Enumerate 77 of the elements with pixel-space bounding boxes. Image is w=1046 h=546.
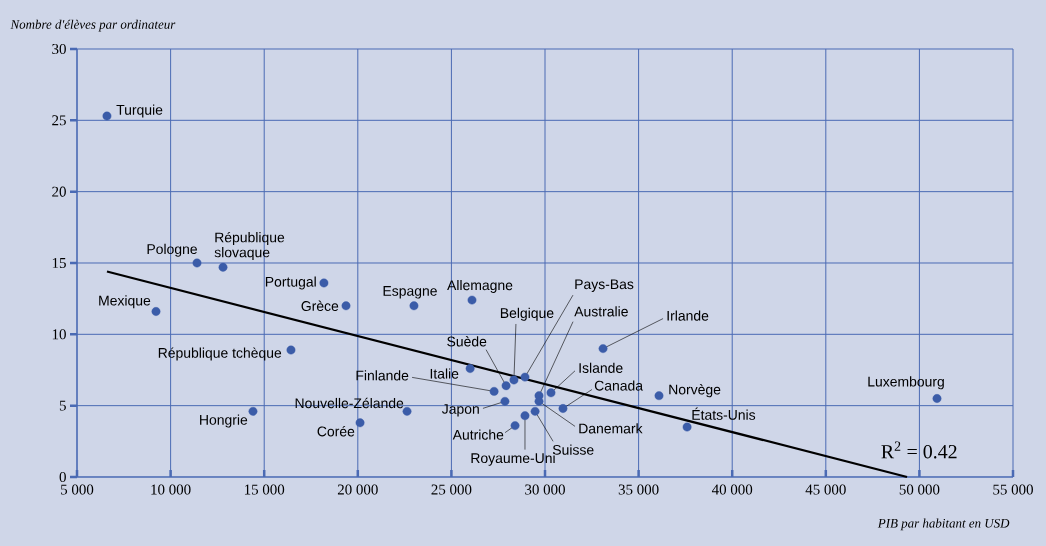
point bbox=[682, 422, 692, 432]
point bbox=[409, 301, 419, 311]
annotation: Hongrie bbox=[200, 414, 248, 428]
y-tick-label: 30 bbox=[52, 43, 66, 55]
x-tick-label: 15 000 bbox=[244, 484, 285, 495]
x-tick-label: 5 000 bbox=[61, 484, 94, 495]
point bbox=[520, 372, 530, 382]
point bbox=[151, 307, 161, 316]
annotation: Finlande bbox=[356, 370, 409, 381]
annotation: Autriche bbox=[452, 429, 504, 440]
point bbox=[218, 262, 228, 272]
annotation: Allemagne bbox=[447, 279, 513, 293]
annotation: Suède bbox=[447, 336, 487, 347]
point bbox=[102, 111, 112, 121]
annotation: Royaume-Uni bbox=[471, 452, 555, 466]
point bbox=[654, 391, 664, 401]
point bbox=[465, 364, 475, 373]
annotation: Norvège bbox=[669, 384, 721, 398]
x-tick-label: 50 000 bbox=[899, 484, 940, 495]
annotation: États-Unis bbox=[692, 407, 756, 420]
point bbox=[500, 396, 510, 406]
annotation: Belgique bbox=[500, 307, 554, 321]
point bbox=[598, 344, 608, 353]
annotation: Mexique bbox=[99, 295, 151, 309]
annotation: Danemark bbox=[579, 423, 643, 434]
x-axis-title: PIB par habitant en USD bbox=[877, 518, 1010, 531]
annotation: Irlande bbox=[667, 310, 709, 321]
y-tick-label: 0 bbox=[59, 471, 66, 483]
annotation: Espagne bbox=[383, 286, 437, 299]
point bbox=[509, 375, 519, 385]
annotation: Suisse bbox=[552, 444, 594, 455]
x-tick-label: 20 000 bbox=[337, 484, 378, 495]
annotation: République tchèque bbox=[158, 347, 282, 361]
x-tick-label: 35 000 bbox=[618, 484, 659, 495]
annotation: Pays-Bas bbox=[575, 279, 634, 292]
point bbox=[467, 295, 477, 305]
x-tick-label: 25 000 bbox=[431, 484, 472, 495]
point bbox=[501, 381, 511, 391]
y-axis-title: Nombre d'élèves par ordinateur bbox=[10, 19, 176, 32]
annotation: R$^{2}$ = 0.42 bbox=[881, 441, 957, 459]
point bbox=[530, 406, 540, 416]
annotation: Pologne bbox=[147, 243, 197, 257]
annotation: République slovaque bbox=[214, 231, 285, 261]
annotation: Corée bbox=[317, 425, 355, 437]
point bbox=[546, 388, 556, 398]
annotation: Italie bbox=[430, 368, 459, 379]
point bbox=[510, 421, 520, 431]
annotation: Islande bbox=[579, 362, 623, 373]
x-tick-label: 10 000 bbox=[151, 484, 191, 495]
point bbox=[520, 411, 530, 421]
annotation: Japon bbox=[441, 404, 479, 417]
point bbox=[402, 406, 412, 416]
point bbox=[341, 301, 351, 311]
point bbox=[319, 278, 329, 288]
y-tick-label: 20 bbox=[52, 186, 66, 197]
x-tick-label: 40 000 bbox=[711, 484, 753, 495]
annotation: Canada bbox=[594, 380, 644, 391]
point bbox=[355, 418, 365, 428]
annotation: Turquie bbox=[116, 104, 163, 118]
y-tick-label: 15 bbox=[52, 257, 66, 268]
annotation: Portugal bbox=[265, 276, 316, 290]
y-tick-label: 10 bbox=[52, 329, 66, 340]
annotation: Australie bbox=[574, 306, 628, 317]
point bbox=[489, 386, 499, 396]
annotation: Luxembourg bbox=[868, 376, 944, 390]
x-tick-label: 30 000 bbox=[525, 484, 565, 495]
annotation: Nouvelle-Zélande bbox=[295, 397, 404, 409]
point bbox=[248, 406, 258, 416]
point bbox=[192, 258, 202, 268]
annotation: Grèce bbox=[301, 300, 339, 311]
point bbox=[286, 345, 296, 355]
y-tick-label: 5 bbox=[59, 400, 66, 411]
y-tick-label: 25 bbox=[52, 115, 66, 126]
point bbox=[932, 394, 942, 403]
point bbox=[558, 404, 568, 413]
x-tick-label: 55 000 bbox=[993, 484, 1033, 495]
x-tick-label: 45 000 bbox=[805, 484, 846, 495]
